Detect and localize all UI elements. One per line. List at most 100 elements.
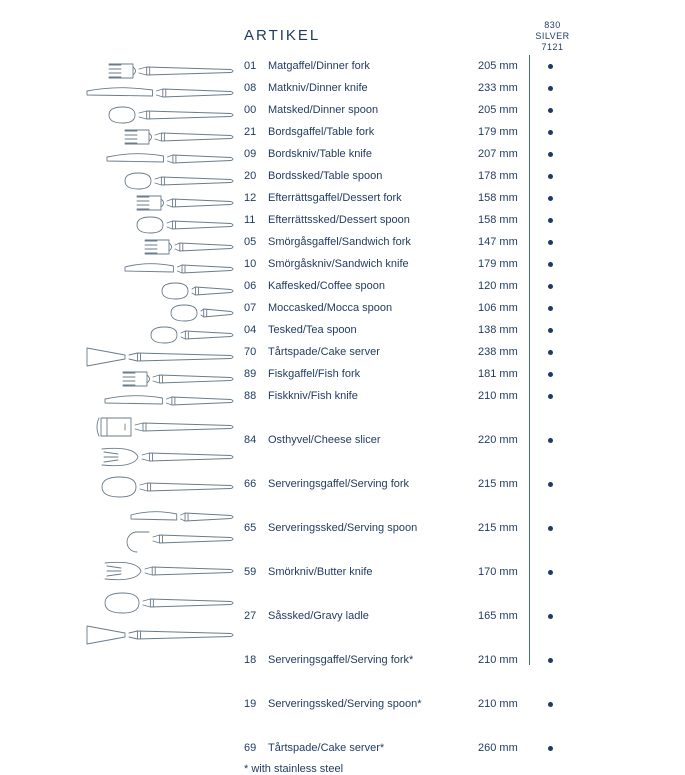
article-length: 158 mm	[478, 209, 538, 231]
page: 830 SILVER 7121 ARTIKEL 01Matgaffel/Dinn…	[0, 0, 685, 685]
article-name: Smörgåskniv/Sandwich knife	[268, 253, 478, 275]
article-name: Serveringssked/Serving spoon*	[268, 693, 478, 715]
availability-dot	[538, 693, 562, 715]
article-name: Smörkniv/Butter knife	[268, 561, 478, 583]
footnote: * with stainless steel	[244, 763, 574, 775]
availability-dot	[538, 429, 562, 451]
availability-dot	[538, 561, 562, 583]
article-name: Tårtspade/Cake server*	[268, 737, 478, 759]
article-name: Kaffesked/Coffee spoon	[268, 275, 478, 297]
table-row: 00Matsked/Dinner spoon205 mm	[244, 99, 562, 121]
article-code: 05	[244, 231, 268, 253]
article-code: 10	[244, 253, 268, 275]
article-name: Bordskniv/Table knife	[268, 143, 478, 165]
table-row: 19Serveringssked/Serving spoon*210 mm	[244, 693, 562, 715]
availability-dot	[538, 473, 562, 495]
article-code: 09	[244, 143, 268, 165]
table-row: 59Smörkniv/Butter knife170 mm	[244, 561, 562, 583]
article-name: Matkniv/Dinner knife	[268, 77, 478, 99]
availability-dot	[538, 121, 562, 143]
article-length: 220 mm	[478, 429, 538, 451]
availability-dot	[538, 209, 562, 231]
illustration-column	[85, 60, 235, 670]
article-name: Matgaffel/Dinner fork	[268, 55, 478, 77]
article-code: 11	[244, 209, 268, 231]
availability-dot	[538, 165, 562, 187]
table-row: 84Osthyvel/Cheese slicer220 mm	[244, 429, 562, 451]
table-row: 12Efterrättsgaffel/Dessert fork158 mm	[244, 187, 562, 209]
article-code: 00	[244, 99, 268, 121]
article-table: 01Matgaffel/Dinner fork205 mm08Matkniv/D…	[244, 55, 562, 759]
table-row: 05Smörgåsgaffel/Sandwich fork147 mm	[244, 231, 562, 253]
article-name: Fiskkniv/Fish knife	[268, 385, 478, 407]
article-code: 66	[244, 473, 268, 495]
article-code: 88	[244, 385, 268, 407]
article-name: Tårtspade/Cake server	[268, 341, 478, 363]
table-row: 70Tårtspade/Cake server238 mm	[244, 341, 562, 363]
table-row: 20Bordssked/Table spoon178 mm	[244, 165, 562, 187]
table-row: 06Kaffesked/Coffee spoon120 mm	[244, 275, 562, 297]
availability-dot	[538, 275, 562, 297]
table-row: 10Smörgåskniv/Sandwich knife179 mm	[244, 253, 562, 275]
article-code: 27	[244, 605, 268, 627]
article-code: 65	[244, 517, 268, 539]
article-length: 106 mm	[478, 297, 538, 319]
table-row: 04Tesked/Tea spoon138 mm	[244, 319, 562, 341]
article-name: Efterrättssked/Dessert spoon	[268, 209, 478, 231]
article-code: 21	[244, 121, 268, 143]
article-name: Smörgåsgaffel/Sandwich fork	[268, 231, 478, 253]
article-name: Bordsgaffel/Table fork	[268, 121, 478, 143]
table-row: 89Fiskgaffel/Fish fork181 mm	[244, 363, 562, 385]
article-code: 01	[244, 55, 268, 77]
availability-dot	[538, 297, 562, 319]
article-length: 178 mm	[478, 165, 538, 187]
article-length: 147 mm	[478, 231, 538, 253]
article-length: 205 mm	[478, 99, 538, 121]
availability-dot	[538, 319, 562, 341]
article-code: 20	[244, 165, 268, 187]
availability-dot	[538, 737, 562, 759]
article-length: 215 mm	[478, 473, 538, 495]
article-code: 12	[244, 187, 268, 209]
article-length: 205 mm	[478, 55, 538, 77]
article-name: Osthyvel/Cheese slicer	[268, 429, 478, 451]
table-row: 27Såssked/Gravy ladle165 mm	[244, 605, 562, 627]
availability-dot	[538, 385, 562, 407]
article-name: Fiskgaffel/Fish fork	[268, 363, 478, 385]
article-length: 120 mm	[478, 275, 538, 297]
article-code: 89	[244, 363, 268, 385]
article-length: 210 mm	[478, 385, 538, 407]
article-name: Serveringssked/Serving spoon	[268, 517, 478, 539]
article-name: Efterrättsgaffel/Dessert fork	[268, 187, 478, 209]
article-code: 07	[244, 297, 268, 319]
table-row: 08Matkniv/Dinner knife233 mm	[244, 77, 562, 99]
article-length: 210 mm	[478, 693, 538, 715]
article-name: Såssked/Gravy ladle	[268, 605, 478, 627]
article-name: Serveringsgaffel/Serving fork	[268, 473, 478, 495]
table-row: 88Fiskkniv/Fish knife210 mm	[244, 385, 562, 407]
article-name: Moccasked/Mocca spoon	[268, 297, 478, 319]
article-length: 158 mm	[478, 187, 538, 209]
article-code: 69	[244, 737, 268, 759]
article-length: 179 mm	[478, 121, 538, 143]
cutlery-illustrations	[85, 60, 240, 670]
article-length: 210 mm	[478, 649, 538, 671]
table-row: 18Serveringsgaffel/Serving fork*210 mm	[244, 649, 562, 671]
availability-dot	[538, 231, 562, 253]
article-code: 04	[244, 319, 268, 341]
table-row: 65Serveringssked/Serving spoon215 mm	[244, 517, 562, 539]
availability-dot	[538, 517, 562, 539]
availability-dot	[538, 187, 562, 209]
article-code: 59	[244, 561, 268, 583]
article-length: 170 mm	[478, 561, 538, 583]
availability-dot	[538, 649, 562, 671]
availability-dot	[538, 605, 562, 627]
availability-dot	[538, 341, 562, 363]
article-name: Bordssked/Table spoon	[268, 165, 478, 187]
table-row: 11Efterrättssked/Dessert spoon158 mm	[244, 209, 562, 231]
article-length: 179 mm	[478, 253, 538, 275]
table-row: 01Matgaffel/Dinner fork205 mm	[244, 55, 562, 77]
article-length: 207 mm	[478, 143, 538, 165]
article-length: 260 mm	[478, 737, 538, 759]
article-code: 84	[244, 429, 268, 451]
